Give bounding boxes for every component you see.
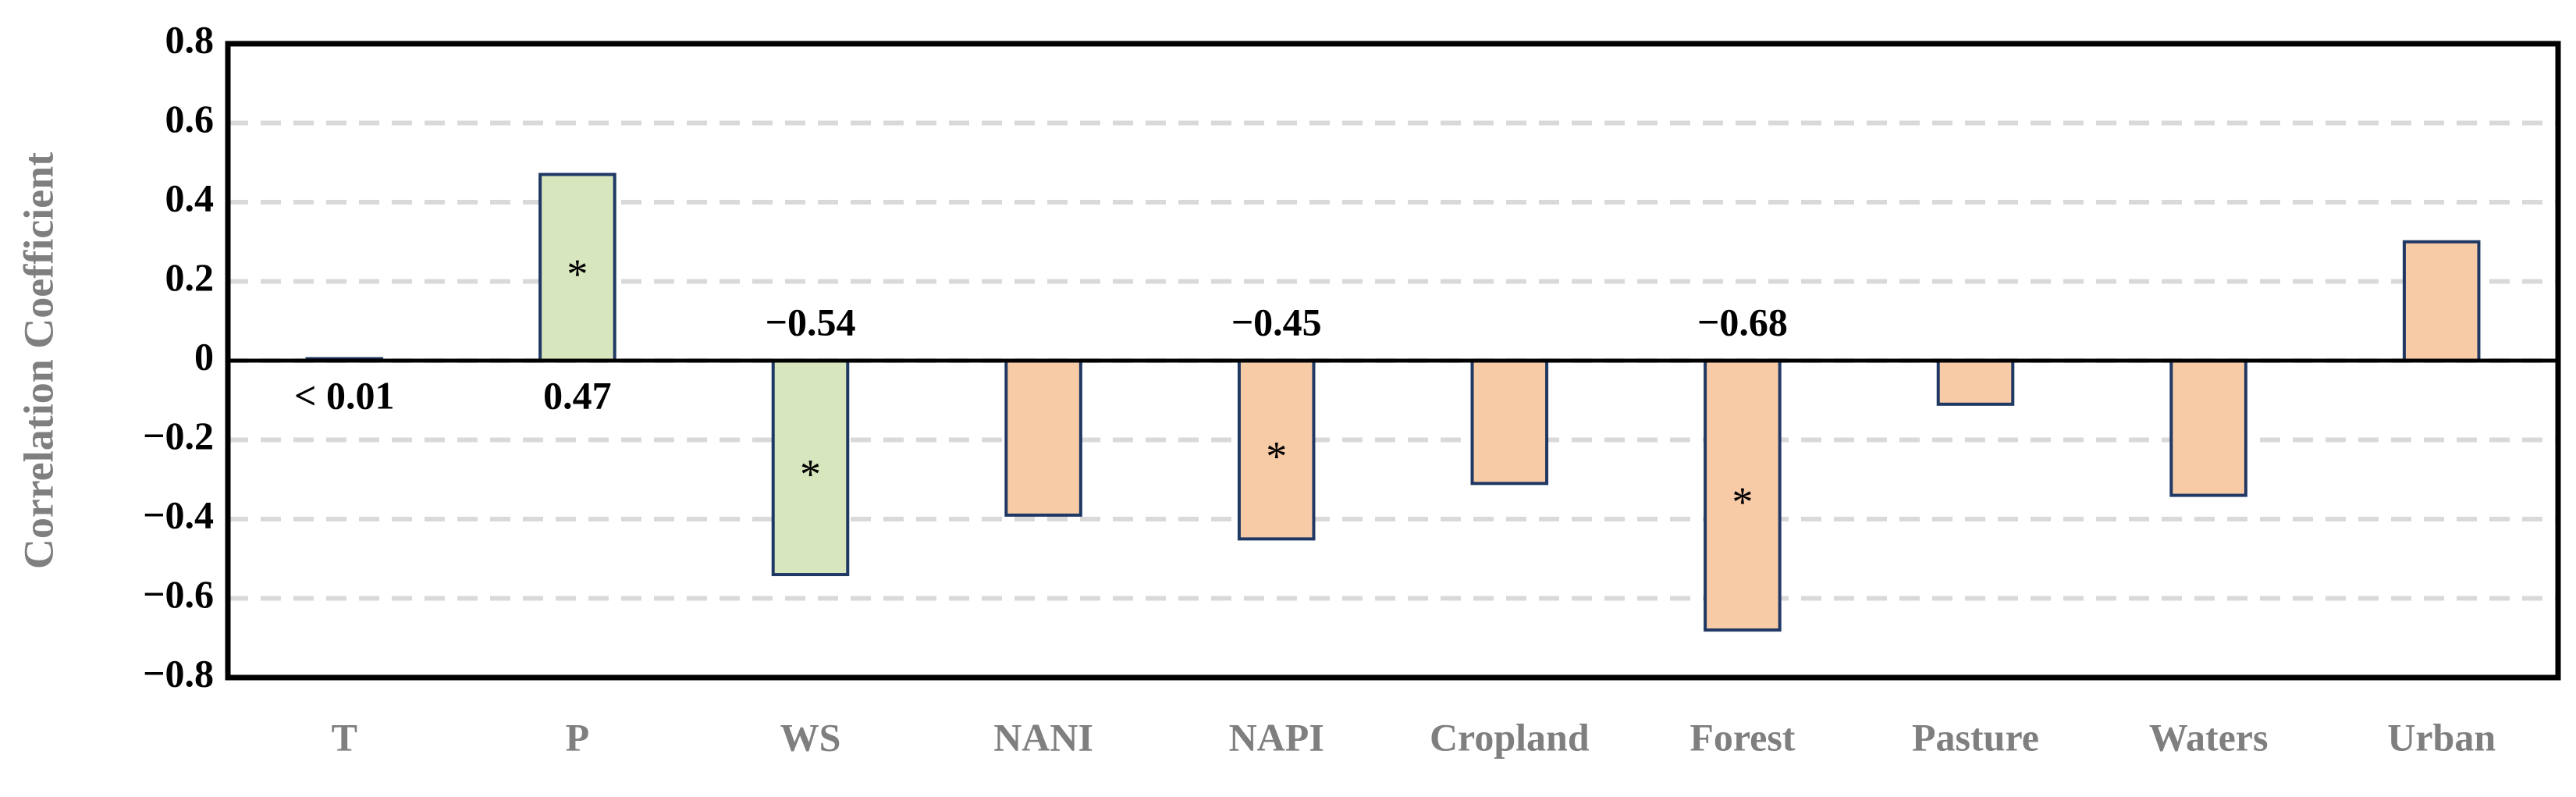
y-tick-label: 0 bbox=[194, 334, 214, 378]
x-tick-label: P bbox=[566, 715, 590, 759]
y-axis-title: Correlation Coefficient bbox=[15, 152, 62, 569]
x-tick-label: Cropland bbox=[1430, 715, 1590, 759]
significance-marker: * bbox=[800, 450, 821, 497]
value-label: −0.68 bbox=[1697, 300, 1788, 343]
y-tick-label: 0.6 bbox=[165, 97, 215, 141]
bar bbox=[538, 173, 616, 362]
x-tick-label: NAPI bbox=[1229, 715, 1324, 759]
x-tick-label: Forest bbox=[1690, 715, 1795, 759]
value-label: −0.45 bbox=[1231, 300, 1322, 343]
x-tick-label: T bbox=[332, 715, 357, 759]
value-label: −0.54 bbox=[766, 300, 856, 343]
significance-marker: * bbox=[1266, 433, 1287, 480]
value-label: 0.47 bbox=[543, 373, 612, 417]
x-tick-label: Urban bbox=[2387, 715, 2496, 759]
value-label: < 0.01 bbox=[294, 373, 395, 417]
significance-marker: * bbox=[1732, 479, 1753, 525]
bar bbox=[771, 359, 850, 577]
y-tick-label: 0.2 bbox=[165, 255, 215, 299]
x-tick-label: NANI bbox=[993, 715, 1093, 759]
y-tick-label: 0.4 bbox=[165, 176, 215, 219]
y-tick-label: −0.4 bbox=[143, 493, 214, 536]
bar bbox=[2402, 240, 2481, 362]
bar bbox=[1004, 359, 1082, 517]
y-tick-label: −0.6 bbox=[143, 572, 214, 616]
x-tick-label: Pasture bbox=[1912, 715, 2039, 759]
bar bbox=[1470, 359, 1549, 486]
y-tick-label: 0.8 bbox=[165, 17, 215, 61]
y-tick-label: −0.2 bbox=[143, 414, 214, 457]
plot-frame bbox=[225, 41, 2561, 681]
significance-marker: * bbox=[567, 251, 588, 297]
bar bbox=[1936, 359, 2015, 406]
x-tick-label: Waters bbox=[2149, 715, 2269, 759]
y-tick-label: −0.8 bbox=[143, 651, 214, 695]
bar bbox=[2169, 359, 2247, 497]
x-tick-label: WS bbox=[780, 715, 841, 759]
